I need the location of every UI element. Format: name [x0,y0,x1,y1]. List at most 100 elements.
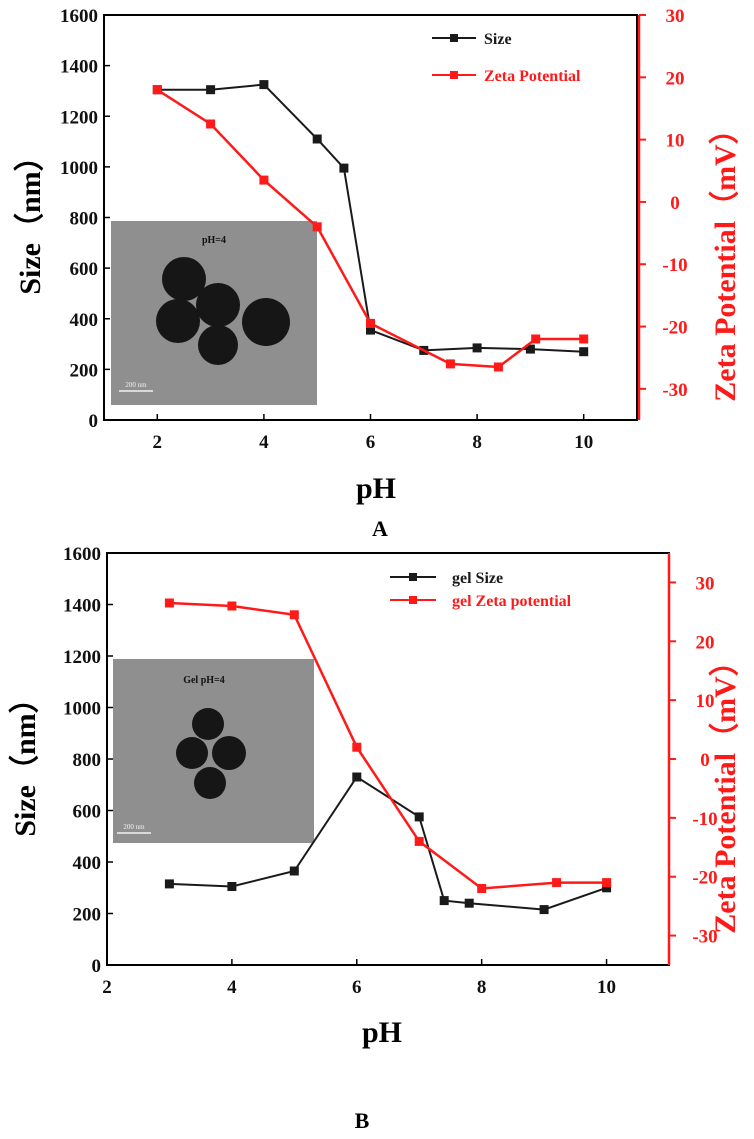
size-point [366,325,375,335]
y-right-tick-label: -20 [692,868,717,889]
zeta-point [552,878,562,888]
x-tick-label: 8 [472,432,482,453]
x-tick-label: 6 [366,432,376,453]
zeta-point [352,742,362,752]
legend-marker-zeta [450,71,458,79]
inset-label-a: pH=4 [202,235,226,246]
y-tick-label: 1600 [63,544,101,565]
size-point [164,879,174,889]
zeta-point [259,175,269,185]
zeta-point [164,598,174,608]
y-right-tick-label: 10 [666,131,685,152]
y-tick-label: 1200 [63,647,101,668]
size-point [414,812,424,822]
zeta-point [477,884,487,893]
legend-marker-size [450,34,458,42]
zeta-point [531,334,541,344]
legend-marker-gel-zeta [409,596,417,604]
zeta-point [206,119,216,129]
panel-label-b: B [355,1108,370,1133]
x-axis-title-b: pH [362,1016,402,1049]
y-tick-label: 600 [73,802,102,823]
size-point [472,343,482,353]
y-tick-label: 1200 [60,107,98,128]
y-tick-label: 1600 [60,6,98,27]
inset-label-b: Gel pH=4 [183,675,225,686]
x-ticks-b: 2 4 6 8 10 [102,959,616,998]
zeta-point [289,610,299,620]
right-ticks-b: -30 -20 -10 0 10 20 30 [669,573,718,948]
size-point [602,883,612,893]
right-ticks-a: -30 -20 -10 0 10 20 30 [639,6,688,401]
y-right-tick-label: -30 [692,927,717,948]
legend-b: gel Size gel Zeta potential [390,570,572,610]
panel-label-a: A [372,516,388,541]
size-point [312,134,322,144]
size-point [227,882,237,891]
zeta-point [227,601,237,611]
particle [162,257,206,301]
y-tick-label: 1400 [60,57,98,78]
y-right-tick-label: -20 [662,318,687,339]
size-point [339,163,349,173]
zeta-line [169,601,607,890]
x-tick-label: 2 [153,432,163,453]
y-right-tick-label: 0 [700,750,710,771]
y-right-tick-label: -10 [662,255,687,276]
y-tick-label: 200 [70,360,99,381]
tem-inset-a: pH=4 200 nm [111,221,317,405]
series-a [152,80,589,372]
x-tick-label: 10 [574,432,593,453]
zeta-point [445,359,455,369]
legend-label-gel-size: gel Size [452,570,503,587]
y-right-axis-title-b: Zeta Potential（mV） [708,646,742,933]
y-tick-label: 200 [73,905,102,926]
zeta-point [312,222,322,232]
size-point [579,347,589,357]
y-tick-label: 0 [89,411,99,432]
y-right-tick-label: -10 [692,809,717,830]
particle [156,299,200,343]
legend-marker-gel-size [409,573,417,581]
left-ticks-b: 0 200 400 600 800 1000 1200 1400 1600 [63,544,113,977]
legend-label-gel-zeta: gel Zeta potential [452,593,572,610]
y-tick-label: 1000 [63,699,101,720]
size-point [439,896,449,906]
y-right-tick-label: -30 [662,380,687,401]
size-point [206,85,216,95]
y-tick-label: 1400 [63,596,101,617]
particle [194,767,226,799]
y-tick-label: 0 [92,956,102,977]
zeta-point [366,318,375,328]
zeta-point [493,362,503,372]
zeta-point [602,878,612,888]
particle [212,736,246,770]
size-point [539,905,549,915]
particle [196,283,240,327]
x-tick-label: 6 [352,977,362,998]
particle [192,708,224,740]
x-tick-label: 4 [227,977,237,998]
size-point [259,80,269,90]
y-tick-label: 400 [73,853,102,874]
legend-label-zeta: Zeta Potential [484,68,581,85]
y-tick-label: 400 [70,310,99,331]
y-right-axis-title-a: Zeta Potential（mV） [708,114,742,401]
size-point [525,344,535,354]
y-tick-label: 800 [73,750,102,771]
y-tick-label: 1000 [60,158,98,179]
scale-bar-label-a: 200 nm [125,381,147,389]
y-right-tick-label: 20 [696,632,715,653]
y-right-tick-label: 30 [696,573,715,594]
legend-label-size: Size [484,31,512,48]
size-point [352,772,362,782]
x-ticks-a: 2 4 6 8 10 [153,414,593,453]
y-right-tick-label: 10 [696,691,715,712]
size-point [289,866,299,876]
x-axis-title-a: pH [356,472,396,505]
y-right-tick-label: 30 [666,6,685,27]
tem-inset-b: Gel pH=4 200 nm [113,659,314,843]
y-right-tick-label: 0 [670,193,680,214]
y-axis-title-a: Size（nm） [13,141,47,294]
